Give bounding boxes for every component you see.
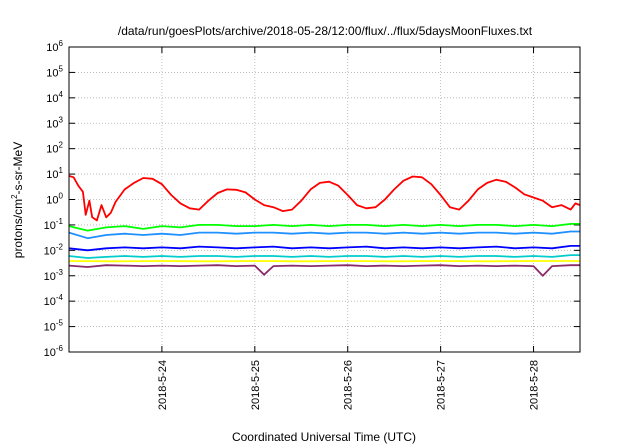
y-tick-label: 103 xyxy=(46,115,63,130)
plot-frame xyxy=(68,46,581,353)
x-tick-label: 2018-5-25 xyxy=(250,360,262,410)
series-line-4 xyxy=(68,244,580,252)
x-axis-ticks: 2018-5-24 2018-5-25 2018-5-26 2018-5-27 2018… xyxy=(157,47,541,410)
y-tick-label: 10-4 xyxy=(44,293,64,308)
y-tick-label: 105 xyxy=(46,64,63,79)
y-axis-title-sup: 2 xyxy=(10,194,19,199)
y-tick-label: 10-2 xyxy=(44,242,64,257)
series-line-5 xyxy=(68,254,580,259)
chart-title: /data/run/goesPlots/archive/2018-05-28/1… xyxy=(118,24,533,38)
y-axis-title: protons/cm2-s-sr-MeV xyxy=(10,142,25,258)
x-axis-title: Coordinated Universal Time (UTC) xyxy=(232,430,416,444)
x-tick-label: 2018-5-27 xyxy=(436,360,448,410)
y-tick-label: 10-3 xyxy=(44,268,64,283)
series-line-2 xyxy=(68,222,580,232)
y-axis-ticks: 106 105 104 103 102 101 100 10-1 10-2 10-3 10-4 10-… xyxy=(44,39,580,359)
x-tick-label: 2018-5-26 xyxy=(343,360,355,410)
y-tick-label: 104 xyxy=(46,90,63,105)
y-tick-label: 10-1 xyxy=(44,217,64,232)
y-tick-label: 102 xyxy=(46,141,63,156)
x-tick-label: 2018-5-24 xyxy=(157,360,169,410)
y-tick-label: 10-5 xyxy=(44,319,64,334)
y-axis-title-prefix: protons/cm xyxy=(11,199,25,258)
y-tick-label: 10-6 xyxy=(44,344,64,359)
y-tick-label: 106 xyxy=(46,39,63,54)
series-line-1 xyxy=(68,175,581,222)
data-series xyxy=(68,175,581,277)
y-tick-label: 100 xyxy=(46,192,63,207)
series-line-7 xyxy=(68,264,580,277)
x-tick-label: 2018-5-28 xyxy=(529,360,541,410)
y-axis-title-suffix: -s-sr-MeV xyxy=(11,142,25,195)
series-line-3 xyxy=(68,230,580,240)
y-tick-label: 101 xyxy=(46,166,63,181)
